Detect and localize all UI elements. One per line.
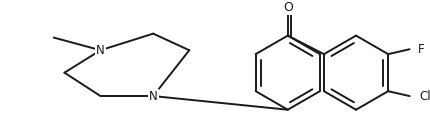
- Text: N: N: [149, 90, 157, 103]
- Text: F: F: [418, 43, 424, 56]
- Text: N: N: [96, 44, 105, 57]
- Text: O: O: [283, 1, 293, 14]
- Text: Cl: Cl: [419, 90, 430, 103]
